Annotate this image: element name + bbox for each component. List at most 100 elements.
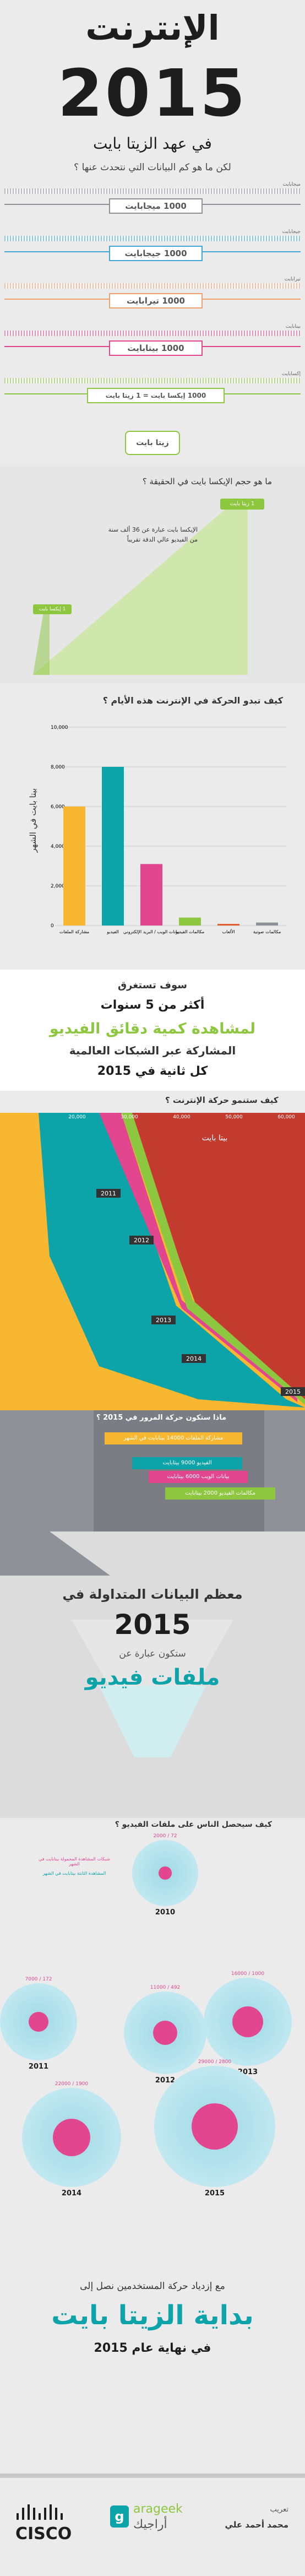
growth-year-label: 2011 bbox=[101, 1190, 116, 1197]
data-2015-cone bbox=[72, 1620, 233, 1757]
video-stat-banner: سوف تستغرق أكثر من 5 سنوات لمشاهدة كمية … bbox=[0, 970, 305, 1091]
bar-3 bbox=[179, 917, 201, 926]
growth-x-tick: 40,000 bbox=[173, 1114, 190, 1120]
circle-mobile-2014 bbox=[53, 2119, 90, 2156]
closing-section: مع إزدياد حركة المستخدمين نصل إلى بداية … bbox=[0, 2270, 305, 2474]
growth-section: كيف ستنمو حركة الإنترنت ؟ 60,000 50,000 40… bbox=[0, 1091, 305, 1410]
traffic-2015-section: ماذا ستكون حركة المرور في 2015 ؟ مشاركة … bbox=[0, 1410, 305, 1576]
growth-title: كيف ستنمو حركة الإنترنت ؟ bbox=[165, 1095, 279, 1105]
circle-year-label: 2015 bbox=[204, 2189, 225, 2198]
exabyte-question: ما هو حجم الإيكسا بايت في الحقيقة ؟ bbox=[142, 477, 272, 486]
unit-label: إكسابايت bbox=[281, 371, 301, 377]
circle-value-label: 16000 / 1000 bbox=[231, 1971, 265, 1977]
question: لكن ما هو كم البيانات التي نتحدث عنها ؟ bbox=[74, 162, 231, 173]
zetta-badge-big: 1 زيتا بايت bbox=[220, 499, 264, 510]
translator-label: تعريب bbox=[270, 2505, 288, 2514]
growth-year-label: 2013 bbox=[156, 1317, 171, 1324]
bar-5 bbox=[256, 922, 278, 926]
unit-label: بيتابايت bbox=[285, 324, 301, 329]
unit-stripe bbox=[4, 236, 301, 241]
circle-year-label: 2012 bbox=[155, 2076, 176, 2085]
unit-value-box: 1000 تيرابايت bbox=[109, 293, 203, 309]
unit-bracket-right bbox=[203, 336, 301, 347]
title-year: 2015 bbox=[57, 55, 248, 131]
x-tick-label: الفيديو bbox=[106, 929, 119, 934]
exabyte-illustration bbox=[33, 504, 248, 675]
circle-value-label: 22000 / 1900 bbox=[55, 2081, 89, 2087]
x-tick-label: الألعاب bbox=[222, 929, 235, 934]
exabyte-section: ما هو حجم الإيكسا بايت في الحقيقة ؟ 1 زي… bbox=[0, 466, 305, 683]
traffic-chart-section: كيف تبدو الحركة في الإنترنت هذه الأيام ؟… bbox=[0, 683, 305, 959]
circle-mobile-2011 bbox=[29, 2012, 48, 2032]
growth-x-tick: 50,000 bbox=[225, 1114, 243, 1120]
unit-stripe bbox=[4, 331, 301, 336]
video-stat-line1: سوف تستغرق bbox=[117, 979, 188, 991]
arageek-ar: أراجيك bbox=[133, 2518, 167, 2531]
growth-area-web bbox=[99, 1113, 297, 1402]
video-access-title: كيف سيحصل الناس على ملفات الفيديو ؟ bbox=[115, 1820, 272, 1829]
bar-0 bbox=[63, 807, 85, 926]
y-tick-label: 10,000 bbox=[51, 725, 68, 730]
footer: g CISCO arageek أراجيك تعريب محمد أحمد ع… bbox=[0, 2474, 305, 2576]
unit-bracket-right bbox=[203, 289, 301, 300]
circle-mobile-2012 bbox=[153, 2021, 177, 2045]
circle-mobile-2015 bbox=[192, 2103, 238, 2150]
footer-bg: g bbox=[0, 2474, 305, 2528]
growth-year-label: 2014 bbox=[186, 1355, 201, 1362]
growth-area-videocalls bbox=[121, 1113, 305, 1405]
y-tick-label: 0 bbox=[51, 923, 54, 929]
svg-text:g: g bbox=[115, 2509, 124, 2524]
bar-1 bbox=[102, 767, 124, 926]
traffic-2015-row: بيانات الويب 6000 بيتابايت bbox=[149, 1471, 248, 1483]
arageek-en: arageek bbox=[133, 2502, 183, 2516]
units-section: ميجابايت 1000 ميجابايت جيجابايت 1000 جيجابا… bbox=[0, 182, 305, 424]
video-stat-line3: لمشاهدة كمية دقائق الفيديو bbox=[49, 1020, 256, 1037]
growth-x-tick: 60,000 bbox=[277, 1114, 295, 1120]
translator-name: محمد أحمد علي bbox=[225, 2520, 288, 2530]
traffic-2015-title: ماذا ستكون حركة المرور في 2015 ؟ bbox=[96, 1414, 227, 1422]
growth-year-label: 2012 bbox=[134, 1237, 149, 1244]
unit-label: ميجابايت bbox=[282, 182, 301, 187]
unit-bracket-right bbox=[203, 194, 301, 205]
cisco-logo-bars bbox=[17, 2504, 63, 2520]
data-2015-line3: ملفات فيديو bbox=[85, 1665, 220, 1690]
x-tick-label: بيانات الويب / البريد الإلكتروني bbox=[123, 929, 179, 935]
growth-area-video bbox=[39, 1113, 305, 1408]
x-tick-label: مكالمات صوتية bbox=[253, 929, 281, 934]
header-section: الإنترنت 2015 في عهد الزيتا بايت لكن ما … bbox=[0, 0, 305, 182]
growth-year-tag bbox=[281, 1387, 305, 1396]
traffic-2015-row: الفيديو 9000 بيتابايت bbox=[132, 1457, 242, 1469]
data-2015-section: معظم البيانات المتداولة في 2015 ستكون عب… bbox=[0, 1576, 305, 1851]
zetta-badge: زيتا بايت bbox=[125, 431, 180, 455]
growth-year-tag bbox=[129, 1236, 154, 1244]
zetta-section: زيتا بايت bbox=[0, 424, 305, 466]
unit-bracket-left bbox=[4, 289, 109, 300]
traffic-bar-chart: 10,000 8,000 6,000 4,000 2,000 0 مشاركة الملفا… bbox=[51, 725, 286, 935]
growth-year-tag bbox=[151, 1316, 176, 1324]
x-tick-label: مشاركة الملفات bbox=[59, 929, 89, 934]
unit-bracket-left bbox=[4, 383, 109, 394]
circle-mobile-2013 bbox=[232, 2006, 263, 2037]
traffic-2015-row: مكالمات الفيديو 2000 بيتابايت bbox=[165, 1487, 275, 1500]
growth-unit-label: بيتا بايت bbox=[202, 1134, 228, 1143]
y-tick-label: 4,000 bbox=[51, 844, 65, 849]
unit-band-4: إكسابايت 1000 إيكسا بايت = 1 زيتا بايت bbox=[4, 371, 301, 410]
growth-year-tag bbox=[182, 1354, 206, 1363]
circle-mobile-2010 bbox=[159, 1866, 172, 1880]
circle-value-label: 11000 / 492 bbox=[150, 1985, 181, 1990]
cisco-wordmark: CISCO bbox=[15, 2524, 72, 2543]
legend-fixed: المشاهدة الثابتة بيتابايت في الشهر bbox=[42, 1871, 106, 1876]
title-arabic: الإنترنت bbox=[85, 8, 220, 48]
unit-bracket-left bbox=[4, 194, 109, 205]
unit-band-2: تيرابايت 1000 تيرابايت bbox=[4, 277, 301, 315]
unit-bracket-right bbox=[203, 241, 301, 252]
arageek-logo-mark bbox=[110, 2505, 129, 2528]
legend-mobile: شبكات المشاهدة المحمولة بيتابايت في الشه… bbox=[39, 1857, 110, 1866]
data-2015-line2: ستكون عبارة عن bbox=[119, 1648, 186, 1659]
x-tick-label: مكالمات الفيديو bbox=[175, 929, 204, 934]
circle-value-label: 2000 / 72 bbox=[153, 1833, 177, 1839]
unit-label: تيرابايت bbox=[284, 277, 301, 282]
growth-area-chart: 60,000 50,000 40,000 30,000 20,000 بيتا بايت 2… bbox=[0, 1113, 305, 1410]
unit-band-0: ميجابايت 1000 ميجابايت bbox=[4, 182, 301, 220]
unit-band-1: جيجابايت 1000 جيجابايت bbox=[4, 229, 301, 268]
